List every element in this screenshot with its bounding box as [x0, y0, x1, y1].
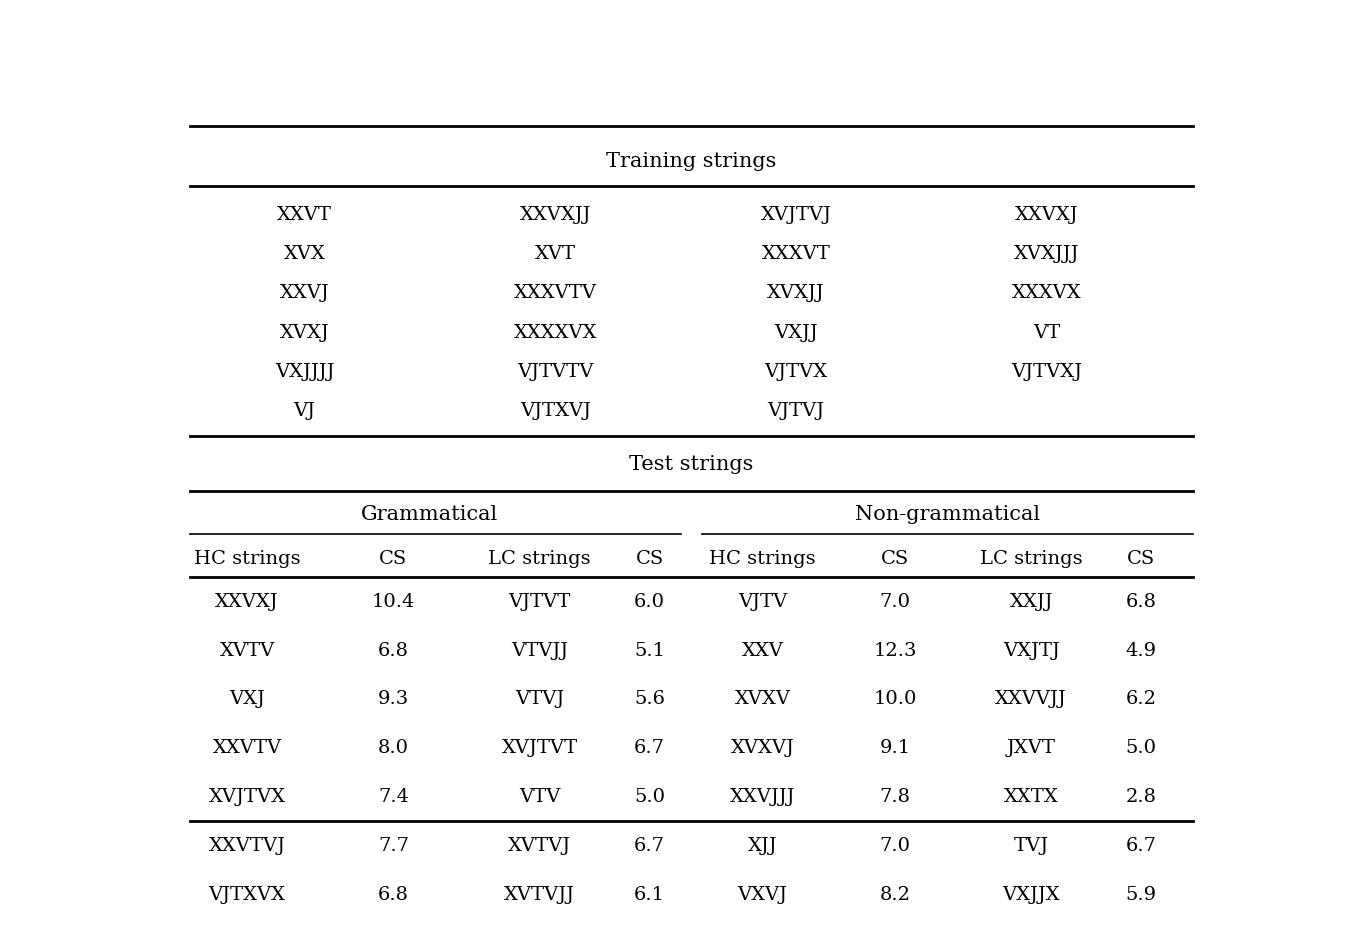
Text: XVJTVX: XVJTVX — [209, 788, 286, 806]
Text: XXJJ: XXJJ — [1009, 592, 1052, 611]
Text: VJTVX: VJTVX — [765, 362, 827, 381]
Text: LC strings: LC strings — [488, 550, 591, 567]
Text: XXVT: XXVT — [277, 206, 332, 223]
Text: 10.4: 10.4 — [372, 592, 415, 611]
Text: XVXVJ: XVXVJ — [731, 740, 795, 757]
Text: 6.8: 6.8 — [378, 641, 409, 659]
Text: XXVXJJ: XXVXJJ — [519, 206, 591, 223]
Text: HC strings: HC strings — [710, 550, 816, 567]
Text: XJJ: XJJ — [747, 837, 777, 855]
Text: VT: VT — [1033, 324, 1060, 341]
Text: VTV: VTV — [519, 788, 560, 806]
Text: 6.7: 6.7 — [1125, 837, 1156, 855]
Text: XXVXJ: XXVXJ — [1014, 206, 1079, 223]
Text: CS: CS — [881, 550, 909, 567]
Text: VJTVTV: VJTVTV — [517, 362, 594, 381]
Text: 9.1: 9.1 — [880, 740, 911, 757]
Text: 4.9: 4.9 — [1125, 641, 1156, 659]
Text: VXVJ: VXVJ — [738, 886, 788, 904]
Text: XXXVX: XXXVX — [1012, 285, 1082, 302]
Text: VXJ: VXJ — [229, 691, 264, 708]
Text: Non-grammatical: Non-grammatical — [855, 505, 1040, 524]
Text: 6.7: 6.7 — [634, 740, 665, 757]
Text: XXVJJJ: XXVJJJ — [730, 788, 795, 806]
Text: 10.0: 10.0 — [874, 691, 917, 708]
Text: 7.4: 7.4 — [378, 788, 409, 806]
Text: VTVJJ: VTVJJ — [511, 641, 568, 659]
Text: CS: CS — [1126, 550, 1155, 567]
Text: VJ: VJ — [294, 402, 316, 420]
Text: CS: CS — [635, 550, 664, 567]
Text: 6.7: 6.7 — [634, 837, 665, 855]
Text: 5.1: 5.1 — [634, 641, 665, 659]
Text: 6.8: 6.8 — [378, 886, 409, 904]
Text: 6.0: 6.0 — [634, 592, 665, 611]
Text: Test strings: Test strings — [629, 455, 754, 474]
Text: 9.3: 9.3 — [378, 691, 409, 708]
Text: XVTVJ: XVTVJ — [509, 837, 572, 855]
Text: XXVJ: XXVJ — [279, 285, 329, 302]
Text: XXVTV: XXVTV — [213, 740, 282, 757]
Text: Grammatical: Grammatical — [362, 505, 499, 524]
Text: XXXVT: XXXVT — [761, 245, 831, 263]
Text: 7.7: 7.7 — [378, 837, 409, 855]
Text: VXJJ: VXJJ — [774, 324, 817, 341]
Text: 7.8: 7.8 — [880, 788, 911, 806]
Text: 7.0: 7.0 — [880, 837, 911, 855]
Text: VJTXVJ: VJTXVJ — [519, 402, 591, 420]
Text: 6.2: 6.2 — [1125, 691, 1156, 708]
Text: XVT: XVT — [536, 245, 576, 263]
Text: Training strings: Training strings — [606, 152, 777, 171]
Text: HC strings: HC strings — [194, 550, 301, 567]
Text: XXVTVJ: XXVTVJ — [209, 837, 286, 855]
Text: VXJTJ: VXJTJ — [1002, 641, 1059, 659]
Text: 6.8: 6.8 — [1125, 592, 1156, 611]
Text: VJTVT: VJTVT — [509, 592, 571, 611]
Text: 2.8: 2.8 — [1125, 788, 1156, 806]
Text: VXJJX: VXJJX — [1002, 886, 1060, 904]
Text: CS: CS — [379, 550, 407, 567]
Text: VTVJ: VTVJ — [515, 691, 564, 708]
Text: XVTVJJ: XVTVJJ — [505, 886, 575, 904]
Text: 5.6: 5.6 — [634, 691, 665, 708]
Text: 6.1: 6.1 — [634, 886, 665, 904]
Text: XVXJJ: XVXJJ — [768, 285, 824, 302]
Text: LC strings: LC strings — [979, 550, 1082, 567]
Text: XVXV: XVXV — [734, 691, 791, 708]
Text: XVJTVJ: XVJTVJ — [761, 206, 831, 223]
Text: XVX: XVX — [283, 245, 325, 263]
Text: XXV: XXV — [742, 641, 784, 659]
Text: 7.0: 7.0 — [880, 592, 911, 611]
Text: 8.0: 8.0 — [378, 740, 409, 757]
Text: VJTV: VJTV — [738, 592, 786, 611]
Text: VJTVXJ: VJTVXJ — [1012, 362, 1082, 381]
Text: VXJJJJ: VXJJJJ — [275, 362, 335, 381]
Text: TVJ: TVJ — [1013, 837, 1048, 855]
Text: XVTV: XVTV — [220, 641, 275, 659]
Text: VJTVJ: VJTVJ — [768, 402, 824, 420]
Text: 5.0: 5.0 — [1125, 740, 1156, 757]
Text: JXVT: JXVT — [1006, 740, 1056, 757]
Text: 12.3: 12.3 — [874, 641, 917, 659]
Text: XXVXJ: XXVXJ — [216, 592, 279, 611]
Text: XVXJJJ: XVXJJJ — [1014, 245, 1079, 263]
Text: XXTX: XXTX — [1004, 788, 1059, 806]
Text: XXXXVX: XXXXVX — [514, 324, 598, 341]
Text: 5.9: 5.9 — [1125, 886, 1156, 904]
Text: XVXJ: XVXJ — [279, 324, 329, 341]
Text: XVJTVT: XVJTVT — [502, 740, 577, 757]
Text: 8.2: 8.2 — [880, 886, 911, 904]
Text: 5.0: 5.0 — [634, 788, 665, 806]
Text: XXXVTV: XXXVTV — [514, 285, 598, 302]
Text: VJTXVX: VJTXVX — [209, 886, 286, 904]
Text: XXVVJJ: XXVVJJ — [996, 691, 1067, 708]
